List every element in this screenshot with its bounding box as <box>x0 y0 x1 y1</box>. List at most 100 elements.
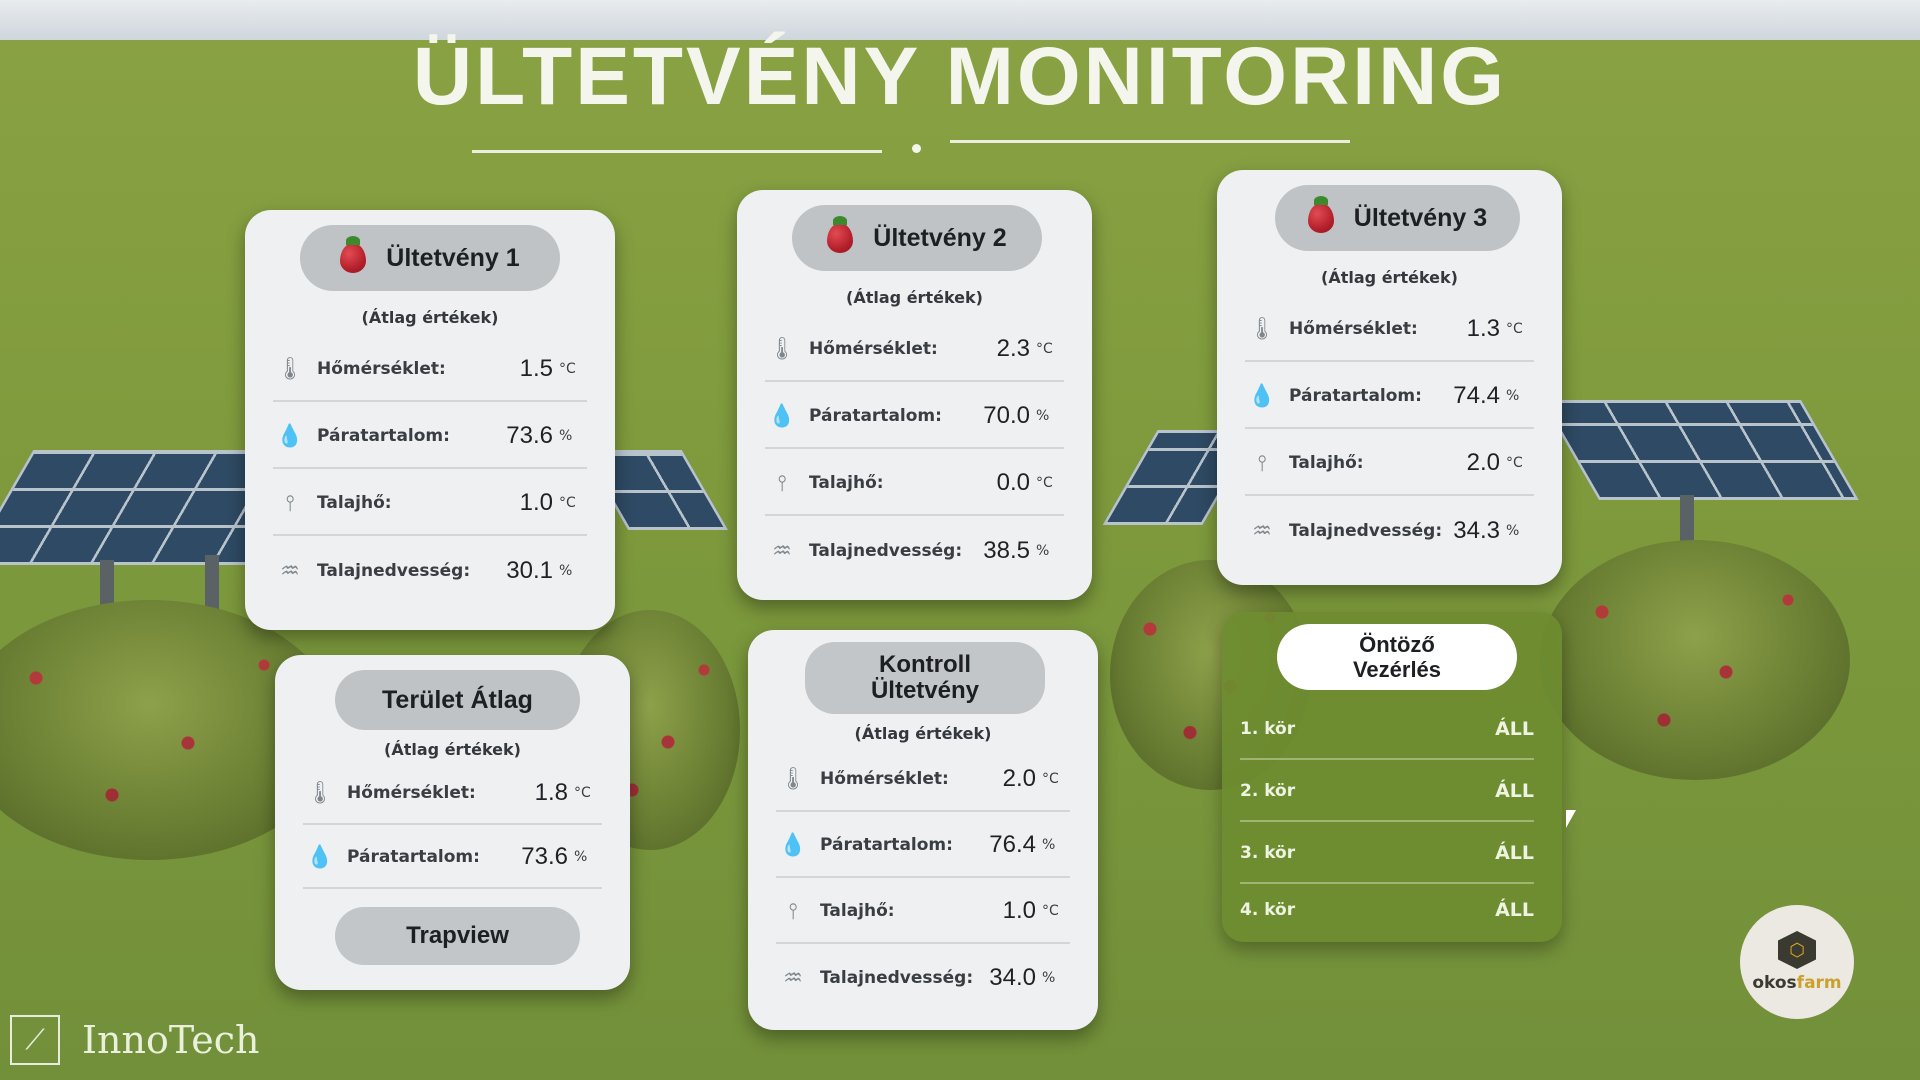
thermometer-icon: 🌡 <box>768 336 796 362</box>
control-plantation-title-pill: Kontroll Ültetvény <box>805 642 1045 714</box>
plantation-card-2: Ültetvény 2 (Átlag értékek) 🌡 Hőmérsékle… <box>737 190 1092 600</box>
metric-unit: °C <box>559 361 576 377</box>
metric-unit: % <box>1042 837 1056 853</box>
metric-label: Páratartalom: <box>1289 386 1422 406</box>
soil-temperature-icon: ⫯ <box>1257 450 1267 476</box>
irrigation-control-panel: Öntöző Vezérlés 1. kör ÁLL 2. kör ÁLL 3.… <box>1222 612 1562 942</box>
metric-value: 2.3 <box>996 335 1030 362</box>
metric-row-soil-moisture: ♒ Talajnedvesség: 34.0 % <box>776 946 1070 1010</box>
circuit-state[interactable]: ÁLL <box>1495 718 1534 740</box>
okosfarm-logo: ⬡ okosfarm <box>1740 905 1854 1019</box>
metric-row-soil-temperature: ⫯ Talajhő: 2.0 °C <box>1245 432 1534 496</box>
plantation-subtitle: (Átlag értékek) <box>361 308 499 327</box>
metric-value: 74.4 <box>1453 382 1500 409</box>
metric-label: Páratartalom: <box>809 406 942 426</box>
raspberry-bush-right <box>1540 540 1850 780</box>
plantation-title-pill-1: Ültetvény 1 <box>300 225 560 291</box>
metric-unit: % <box>559 563 573 579</box>
control-plantation-name-line1: Kontroll <box>879 650 971 678</box>
irrigation-circuit-3[interactable]: 3. kör ÁLL <box>1240 824 1534 884</box>
metric-label: Talajnedvesség: <box>809 541 963 561</box>
metric-unit: °C <box>1506 321 1523 337</box>
irrigation-title-line1: Öntöző <box>1359 631 1435 657</box>
metric-value: 73.6 <box>506 422 553 449</box>
metric-value: 30.1 <box>506 557 553 584</box>
metric-row-temperature: 🌡 Hőmérséklet: 2.0 °C <box>776 748 1070 812</box>
metric-row-temperature: 🌡 Hőmérséklet: 1.5 °C <box>273 338 587 402</box>
metric-unit: % <box>574 849 588 865</box>
irrigation-circuit-4[interactable]: 4. kör ÁLL <box>1240 880 1534 940</box>
metric-row-soil-temperature: ⫯ Talajhő: 1.0 °C <box>776 880 1070 944</box>
metric-row-humidity: 💧 Páratartalom: 73.6 % <box>273 405 587 469</box>
metric-label: Páratartalom: <box>820 835 953 855</box>
circuit-state[interactable]: ÁLL <box>1495 780 1534 802</box>
humidity-icon: 💧 <box>779 832 807 858</box>
humidity-icon: 💧 <box>1248 383 1276 409</box>
metric-unit: % <box>1506 388 1520 404</box>
metric-label: Talajhő: <box>317 493 392 513</box>
metric-label: Talajnedvesség: <box>317 561 471 581</box>
plantation-name: Ültetvény 3 <box>1353 203 1488 232</box>
metric-row-temperature: 🌡 Hőmérséklet: 1.3 °C <box>1245 298 1534 362</box>
plantation-name: Ültetvény 1 <box>386 243 520 272</box>
title-divider-right <box>950 140 1350 143</box>
irrigation-circuit-1[interactable]: 1. kör ÁLL <box>1240 700 1534 760</box>
metric-row-humidity: 💧 Páratartalom: 70.0 % <box>765 385 1064 449</box>
soil-moisture-icon: ♒ <box>772 538 792 564</box>
mouse-cursor-icon <box>1566 810 1576 828</box>
humidity-icon: 💧 <box>768 403 796 429</box>
trapview-button[interactable]: Trapview <box>335 907 580 965</box>
top-banner <box>0 0 1920 40</box>
metric-unit: °C <box>559 495 576 511</box>
metric-value: 1.0 <box>519 489 553 516</box>
metric-row-soil-moisture: ♒ Talajnedvesség: 38.5 % <box>765 519 1064 583</box>
plantation-card-3: Ültetvény 3 (Átlag értékek) 🌡 Hőmérsékle… <box>1217 170 1562 585</box>
innotech-brand: ⟋ InnoTech <box>10 1015 259 1065</box>
metric-value: 0.0 <box>996 469 1030 496</box>
control-plantation-card: Kontroll Ültetvény (Átlag értékek) 🌡 Hőm… <box>748 630 1098 1030</box>
metric-label: Páratartalom: <box>347 847 480 867</box>
metric-row-soil-moisture: ♒ Talajnedvesség: 34.3 % <box>1245 499 1534 563</box>
metric-value: 1.3 <box>1466 315 1500 342</box>
metric-row-soil-temperature: ⫯ Talajhő: 1.0 °C <box>273 472 587 536</box>
metric-label: Hőmérséklet: <box>317 359 446 379</box>
humidity-icon: 💧 <box>306 844 334 870</box>
metric-value: 1.5 <box>519 355 553 382</box>
thermometer-icon: 🌡 <box>1248 316 1276 342</box>
metric-label: Hőmérséklet: <box>1289 319 1418 339</box>
brand-name: InnoTech <box>82 1018 260 1062</box>
metric-unit: °C <box>1042 771 1059 787</box>
raspberry-icon <box>1307 196 1334 233</box>
circuit-state[interactable]: ÁLL <box>1495 899 1534 921</box>
circuit-name: 4. kör <box>1240 900 1296 920</box>
hexagon-logo-icon: ⬡ <box>1778 931 1816 969</box>
irrigation-circuit-2[interactable]: 2. kör ÁLL <box>1240 762 1534 822</box>
metric-unit: % <box>1042 970 1056 986</box>
circuit-state[interactable]: ÁLL <box>1495 842 1534 864</box>
irrigation-title-line2: Vezérlés <box>1352 657 1442 682</box>
area-average-name: Terület Átlag <box>382 685 533 714</box>
logo-text-b: farm <box>1796 973 1842 993</box>
thermometer-icon: 🌡 <box>306 780 334 806</box>
raspberry-icon <box>340 236 367 273</box>
innotech-logo-icon: ⟋ <box>10 1015 60 1065</box>
metric-label: Páratartalom: <box>317 426 450 446</box>
humidity-icon: 💧 <box>276 423 304 449</box>
metric-row-soil-temperature: ⫯ Talajhő: 0.0 °C <box>765 452 1064 516</box>
metric-row-humidity: 💧 Páratartalom: 73.6 % <box>303 827 602 889</box>
metric-value: 38.5 <box>983 537 1030 564</box>
control-plantation-subtitle: (Átlag értékek) <box>854 724 992 743</box>
metric-label: Hőmérséklet: <box>347 783 476 803</box>
metric-unit: % <box>1036 543 1050 559</box>
metric-label: Talajhő: <box>1289 453 1364 473</box>
area-average-title-pill: Terület Átlag <box>335 670 580 730</box>
soil-moisture-icon: ♒ <box>783 965 803 991</box>
soil-moisture-icon: ♒ <box>280 558 300 584</box>
soil-temperature-icon: ⫯ <box>777 470 787 496</box>
metric-unit: °C <box>1042 903 1059 919</box>
plantation-title-pill-3: Ültetvény 3 <box>1275 185 1520 251</box>
metric-row-humidity: 💧 Páratartalom: 74.4 % <box>1245 365 1534 429</box>
metric-label: Talajnedvesség: <box>820 968 974 988</box>
metric-row-humidity: 💧 Páratartalom: 76.4 % <box>776 814 1070 878</box>
raspberry-icon <box>827 216 854 253</box>
